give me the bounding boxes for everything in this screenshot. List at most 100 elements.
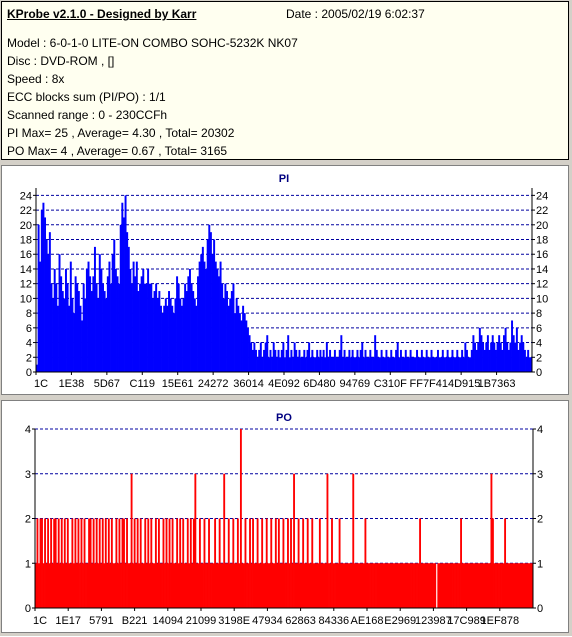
bar (511, 563, 514, 608)
bar (491, 335, 494, 372)
bar (174, 298, 177, 372)
bar (234, 313, 237, 372)
y-tick-label-right: 6 (536, 323, 542, 335)
bar (335, 357, 338, 372)
y-tick-label-right: 2 (536, 352, 542, 364)
x-tick-label: 1EF878 (481, 615, 520, 627)
bar (495, 563, 497, 608)
bar (77, 518, 80, 608)
bar (194, 473, 197, 608)
bar (148, 283, 151, 372)
bar (403, 357, 406, 372)
bar (44, 518, 46, 608)
bar (432, 563, 435, 608)
bar (285, 563, 288, 608)
bar (164, 298, 167, 372)
bar (88, 518, 91, 608)
bar (387, 563, 390, 608)
bar (370, 357, 373, 372)
bar (236, 518, 239, 608)
bar (322, 349, 325, 372)
bar (397, 563, 400, 608)
bar (208, 224, 211, 372)
x-tick-label: 1B7363 (478, 378, 516, 390)
bar (275, 357, 278, 372)
bar (353, 563, 356, 608)
x-tick-label: 17C989 (447, 615, 486, 627)
bar (246, 563, 248, 608)
bar (243, 563, 245, 608)
bar (446, 349, 449, 372)
bar (239, 429, 242, 608)
bar (455, 563, 458, 608)
bar (267, 563, 270, 608)
po-chart-panel: PO 0 0 1 1 2 2 3 3 4 4 1C 1E17 5791 B221 14094 21099 3198… (1, 400, 569, 633)
bar (513, 563, 516, 608)
bar (390, 349, 393, 372)
bar (288, 357, 291, 372)
bar (203, 518, 206, 608)
bar (390, 563, 393, 608)
bar (454, 357, 457, 372)
bar (469, 563, 472, 608)
bar (164, 563, 166, 608)
bar (42, 202, 45, 372)
y-tick-label-right: 4 (537, 424, 543, 436)
bar (154, 518, 157, 608)
bar (454, 563, 456, 608)
bar (75, 563, 78, 608)
bar (157, 518, 160, 608)
bar (235, 563, 238, 608)
bar (348, 349, 351, 372)
bar (334, 563, 336, 608)
bar (428, 563, 431, 608)
bar (62, 563, 65, 608)
bar (501, 563, 503, 608)
bar (403, 563, 406, 608)
bar (515, 327, 518, 372)
bar (507, 349, 510, 372)
y-tick-label-left: 0 (25, 603, 31, 615)
bar (79, 563, 81, 608)
bar (124, 563, 127, 608)
bar (303, 349, 306, 372)
x-tick-label: 14094 (153, 615, 184, 627)
bar (302, 518, 305, 608)
bar (374, 335, 377, 372)
bar (338, 349, 341, 372)
bar (488, 349, 491, 372)
bar (208, 518, 210, 608)
bar (151, 563, 154, 608)
bar (54, 518, 57, 608)
bar (58, 254, 61, 372)
bar (432, 357, 435, 372)
bar (202, 563, 204, 608)
bar (232, 283, 235, 372)
bar (325, 342, 328, 372)
bar (356, 349, 359, 372)
y-tick-label-left: 14 (20, 264, 32, 276)
bar (185, 563, 188, 608)
bar (161, 313, 164, 372)
bar (399, 563, 402, 608)
bar (197, 563, 200, 608)
bar (52, 298, 55, 372)
bar (298, 349, 301, 372)
bar (169, 298, 172, 372)
bar (522, 342, 525, 372)
y-tick-label-right: 12 (536, 279, 548, 291)
bar (494, 349, 497, 372)
bar (126, 232, 129, 372)
bar (180, 563, 183, 608)
bar (63, 298, 66, 372)
bar (101, 518, 104, 608)
bar (408, 357, 410, 372)
bar (485, 342, 488, 372)
bar (317, 357, 320, 372)
bar (108, 261, 111, 372)
bar (330, 357, 333, 372)
bar (123, 518, 125, 608)
bar (514, 563, 517, 608)
bar (370, 563, 373, 608)
bar (525, 357, 528, 372)
